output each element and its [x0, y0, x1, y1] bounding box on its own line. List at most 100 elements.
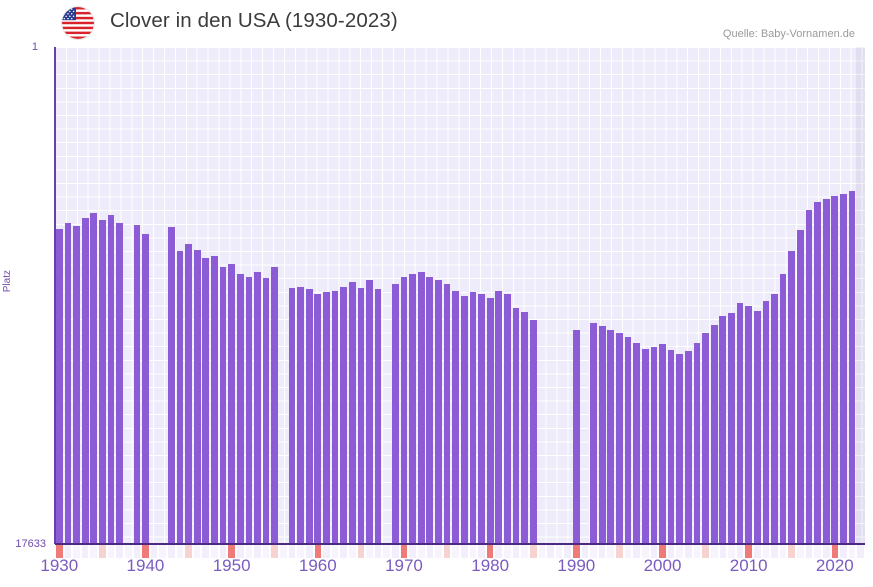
x-tick-2023 [857, 545, 864, 558]
bar-2003 [684, 351, 692, 544]
x-axis-label-1960: 1960 [298, 556, 337, 575]
x-tick-2021 [840, 545, 847, 558]
x-tick-1990 [573, 545, 580, 558]
bar-2016 [797, 230, 804, 544]
x-tick-1932 [73, 545, 80, 558]
x-tick-1989 [564, 545, 571, 558]
x-tick-1973 [426, 545, 434, 558]
x-tick-2010 [745, 545, 752, 558]
bar-1980 [486, 297, 494, 544]
bar-1983 [512, 307, 520, 544]
bar-2021 [840, 193, 847, 544]
bar-1957 [288, 287, 296, 544]
source-attribution: Quelle: Baby-Vornamen.de [722, 28, 855, 40]
x-tick-2009 [736, 545, 744, 558]
x-tick-1998 [641, 545, 649, 558]
x-tick-2001 [667, 545, 675, 558]
bar-1984 [521, 311, 528, 544]
bar-1982 [504, 293, 511, 544]
x-tick-1938 [124, 545, 132, 558]
x-tick-2020 [831, 545, 839, 558]
x-tick-1981 [495, 545, 503, 558]
bar-1944 [176, 251, 184, 544]
x-tick-1954 [262, 545, 270, 558]
x-tick-1971 [409, 545, 416, 558]
bar-1932 [73, 225, 80, 544]
x-tick-2005 [702, 545, 709, 558]
bar-2022 [848, 190, 856, 544]
x-axis-label-2000: 2000 [643, 556, 682, 575]
x-tick-1996 [624, 545, 632, 558]
bar-1972 [417, 272, 425, 544]
x-tick-1945 [185, 545, 192, 558]
bar-1974 [435, 279, 442, 544]
x-tick-1984 [521, 545, 528, 558]
x-tick-1980 [486, 545, 494, 558]
x-axis-label-2020: 2020 [815, 556, 854, 575]
x-tick-1959 [305, 545, 313, 558]
bar-1996 [624, 337, 632, 544]
x-tick-1966 [366, 545, 373, 558]
x-tick-1937 [116, 545, 123, 558]
x-tick-1977 [461, 545, 468, 558]
x-tick-1953 [254, 545, 261, 558]
x-tick-1948 [211, 545, 218, 558]
x-tick-1975 [443, 545, 451, 558]
x-tick-1961 [323, 545, 330, 558]
bar-1997 [633, 342, 640, 544]
bar-1969 [392, 283, 399, 544]
bar-1937 [116, 223, 123, 544]
x-tick-1967 [374, 545, 382, 558]
bar-2010 [745, 306, 753, 544]
bar-2002 [676, 354, 684, 544]
bar-1964 [348, 282, 356, 544]
bar-1951 [236, 273, 244, 544]
bar-1950 [228, 264, 235, 544]
bar-2012 [762, 300, 770, 544]
x-tick-1939 [133, 545, 141, 558]
bar-1965 [357, 287, 365, 544]
x-tick-2019 [822, 545, 830, 558]
x-tick-1992 [590, 545, 597, 558]
x-axis-label-1980: 1980 [471, 556, 510, 575]
x-axis-labels: 1930 1940 1950 1960 1970 1980 1990 2000 2010 2020 [0, 556, 873, 587]
bar-1946 [193, 249, 201, 544]
bar-1992 [590, 323, 597, 544]
x-tick-1995 [616, 545, 623, 558]
bar-1999 [650, 347, 658, 544]
chart-plot-area [55, 47, 865, 544]
bar-2019 [822, 199, 830, 544]
bar-2007 [719, 316, 727, 544]
bar-1973 [426, 276, 434, 544]
bar-2018 [814, 202, 821, 544]
bar-1934 [90, 213, 98, 544]
bar-2000 [659, 344, 666, 544]
x-tick-1991 [581, 545, 589, 558]
bar-1936 [107, 214, 115, 544]
x-tick-1985 [529, 545, 537, 558]
x-tick-2015 [788, 545, 796, 558]
bar-1959 [305, 289, 313, 544]
bar-2013 [771, 293, 778, 544]
bar-1933 [81, 217, 89, 544]
bar-2008 [728, 313, 735, 544]
bar-2017 [805, 210, 813, 544]
bar-1971 [409, 273, 416, 544]
x-tick-2017 [805, 545, 813, 558]
x-tick-2018 [814, 545, 821, 558]
x-axis-line [55, 543, 865, 545]
no-data-shaded-region [856, 47, 865, 544]
x-tick-1933 [81, 545, 89, 558]
x-tick-1969 [392, 545, 399, 558]
bar-1935 [99, 220, 106, 544]
x-axis-label-1930: 1930 [40, 556, 79, 575]
x-tick-1955 [271, 545, 279, 558]
x-tick-1986 [538, 545, 546, 558]
x-tick-1943 [168, 545, 175, 558]
x-tick-1970 [400, 545, 408, 558]
x-tick-1935 [99, 545, 106, 558]
x-tick-1956 [280, 545, 287, 558]
bar-1990 [572, 330, 580, 544]
page-title: Clover in den USA (1930-2023) [110, 9, 398, 32]
x-tick-1988 [555, 545, 563, 558]
